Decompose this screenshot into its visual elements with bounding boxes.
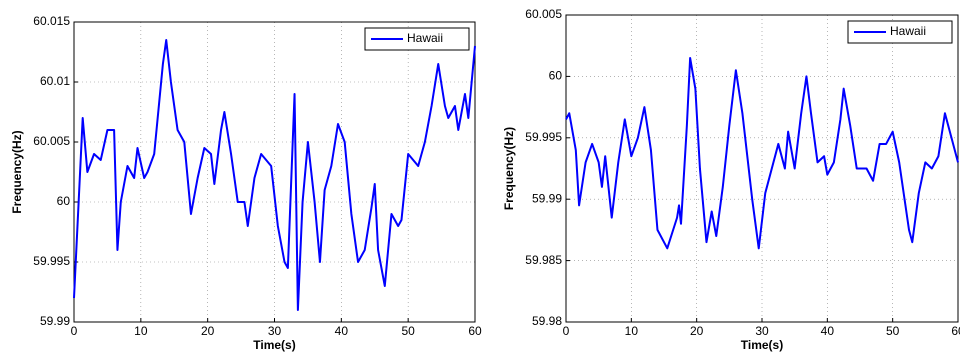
y-tick-label: 60.01	[40, 74, 70, 88]
legend-box	[364, 27, 470, 51]
chart: 0 10 20 30 40 50 60 59.99 59.995 60 60.005 60.01 60.…	[10, 14, 482, 352]
x-tick-label: 30	[268, 324, 282, 338]
plot-area	[566, 15, 958, 322]
y-tick-label: 59.995	[525, 130, 562, 144]
legend: Hawaii	[847, 20, 953, 44]
x-tick-label: 0	[563, 324, 570, 338]
axes-box	[565, 14, 959, 323]
y-tick-label: 60.015	[33, 14, 70, 28]
chart: 0 10 20 30 40 50 60 59.98 59.985 59.99 59.995 60 60.…	[502, 7, 960, 352]
line-series	[565, 56, 959, 250]
x-tick-label: 50	[886, 324, 900, 338]
x-tick-label: 10	[625, 324, 639, 338]
x-tick-label: 50	[401, 324, 415, 338]
plot-area	[74, 22, 475, 322]
legend-label: Hawaii	[407, 31, 443, 45]
x-tick-label: 60	[468, 324, 482, 338]
x-axis-label: Time(s)	[253, 338, 295, 352]
legend: Hawaii	[364, 27, 470, 51]
axes-box	[73, 21, 476, 323]
x-tick-label: 30	[755, 324, 769, 338]
y-tick-label: 60.005	[33, 134, 70, 148]
x-axis-label: Time(s)	[741, 338, 783, 352]
y-tick-label: 59.995	[33, 254, 70, 268]
x-tick-label: 20	[201, 324, 215, 338]
x-tick-label: 60	[951, 324, 960, 338]
legend-label: Hawaii	[890, 24, 926, 38]
line-series	[73, 39, 476, 311]
x-tick-label: 10	[134, 324, 148, 338]
y-tick-label: 59.985	[525, 253, 562, 267]
x-tick-label: 0	[71, 324, 78, 338]
y-tick-label: 60.005	[525, 7, 562, 21]
y-tick-label: 60	[549, 69, 563, 83]
y-tick-label: 60	[57, 194, 71, 208]
x-tick-label: 20	[690, 324, 704, 338]
y-tick-label: 59.99	[40, 314, 70, 328]
x-tick-label: 40	[821, 324, 835, 338]
y-tick-label: 59.99	[532, 191, 562, 205]
y-tick-label: 59.98	[532, 314, 562, 328]
x-tick-label: 40	[335, 324, 349, 338]
y-axis-label: Frequency(Hz)	[10, 130, 24, 213]
y-axis-label: Frequency(Hz)	[502, 127, 516, 210]
legend-box	[847, 20, 953, 44]
